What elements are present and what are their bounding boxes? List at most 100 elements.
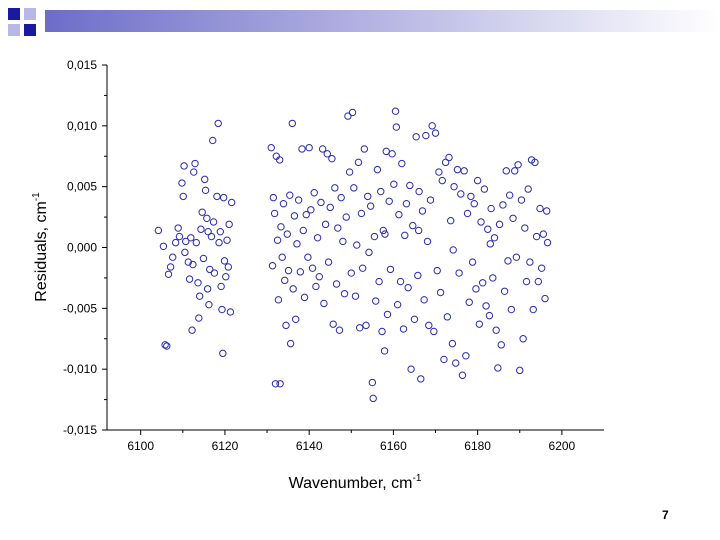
y-tick-label: 0,000 <box>67 241 97 255</box>
data-point <box>475 320 484 328</box>
data-point <box>189 260 197 269</box>
data-point <box>205 300 213 309</box>
data-point <box>275 156 284 164</box>
data-point <box>509 214 517 223</box>
data-point <box>284 266 293 275</box>
data-point <box>381 230 389 238</box>
data-point <box>511 167 519 175</box>
data-point <box>522 277 531 286</box>
data-point <box>467 192 475 201</box>
data-point <box>312 282 320 291</box>
data-point <box>351 292 360 300</box>
data-point <box>337 193 345 202</box>
data-point <box>219 193 228 202</box>
data-point <box>465 298 473 306</box>
data-point <box>166 263 175 271</box>
data-point <box>164 270 173 278</box>
data-point <box>299 226 307 235</box>
data-point <box>161 341 169 349</box>
data-point <box>539 230 548 238</box>
data-point <box>286 191 294 199</box>
data-point <box>441 158 450 167</box>
data-point <box>443 313 452 321</box>
data-point <box>373 165 382 174</box>
data-point <box>217 282 225 291</box>
data-point <box>291 315 300 323</box>
data-point <box>457 190 465 198</box>
data-point <box>392 123 401 131</box>
data-point <box>414 226 423 235</box>
data-point <box>428 122 436 130</box>
data-point <box>348 108 357 117</box>
data-point <box>278 253 286 261</box>
chart-axes: 0,015 0,010 0,005 0,000 -0,005 -0,010 -0,015 61… <box>63 58 604 453</box>
data-point <box>305 144 313 152</box>
data-point <box>402 200 411 208</box>
data-point <box>378 327 386 336</box>
data-point <box>163 342 171 350</box>
x-tick-label: 6120 <box>212 439 239 453</box>
data-point <box>339 237 347 246</box>
data-point <box>468 258 477 266</box>
data-point <box>541 294 549 303</box>
data-point <box>450 182 458 191</box>
data-point <box>269 193 278 202</box>
data-point <box>223 236 231 244</box>
data-point <box>210 269 219 277</box>
data-point <box>417 375 425 383</box>
data-point <box>270 209 279 218</box>
data-point <box>489 274 497 282</box>
data-point <box>490 234 499 242</box>
data-point <box>463 209 472 218</box>
data-point <box>219 349 227 358</box>
data-point <box>393 300 402 309</box>
data-point <box>396 277 405 286</box>
data-point <box>390 180 398 188</box>
data-point <box>446 217 455 225</box>
data-point <box>277 223 285 231</box>
data-point <box>273 236 282 244</box>
data-point <box>364 192 372 201</box>
data-point <box>209 136 217 145</box>
data-point <box>412 133 420 141</box>
data-point <box>201 175 209 184</box>
data-point <box>267 144 275 152</box>
data-point <box>180 162 188 170</box>
data-point <box>203 214 211 223</box>
data-point <box>179 192 187 201</box>
data-point <box>537 264 546 272</box>
data-point <box>534 277 542 286</box>
data-point <box>197 225 205 233</box>
data-point <box>203 285 212 293</box>
data-point <box>502 167 510 175</box>
data-point <box>283 230 291 238</box>
data-point <box>430 327 438 336</box>
data-point <box>290 212 299 220</box>
data-point <box>154 226 163 235</box>
data-point <box>410 315 419 323</box>
data-point <box>213 192 221 201</box>
data-point <box>462 352 470 360</box>
y-tick-label: -0,015 <box>63 423 97 437</box>
x-tick-label: 6140 <box>296 439 323 453</box>
data-point <box>406 181 414 190</box>
data-point <box>357 209 366 218</box>
data-point <box>276 380 284 388</box>
data-point <box>195 314 203 322</box>
data-point <box>507 305 516 314</box>
data-point <box>470 200 478 208</box>
data-point <box>271 380 280 388</box>
data-point <box>286 339 295 348</box>
data-point <box>529 305 537 314</box>
data-point <box>224 263 233 271</box>
data-point <box>452 359 460 367</box>
data-point <box>500 287 509 295</box>
data-point <box>288 119 297 128</box>
data-point <box>178 179 186 187</box>
data-point <box>504 257 512 265</box>
data-point <box>356 324 364 332</box>
data-point <box>487 204 495 213</box>
data-point <box>383 310 392 319</box>
data-point <box>415 187 423 196</box>
data-point <box>512 253 521 261</box>
